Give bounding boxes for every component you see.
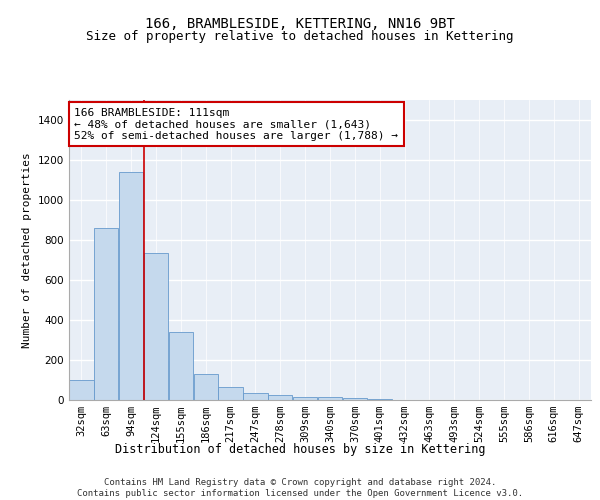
Bar: [218, 387, 243, 400]
Bar: [293, 397, 317, 400]
Bar: [268, 395, 292, 400]
Bar: [169, 332, 193, 400]
Bar: [94, 228, 118, 400]
Text: 166 BRAMBLESIDE: 111sqm
← 48% of detached houses are smaller (1,643)
52% of semi: 166 BRAMBLESIDE: 111sqm ← 48% of detache…: [74, 108, 398, 140]
Y-axis label: Number of detached properties: Number of detached properties: [22, 152, 32, 348]
Text: Contains HM Land Registry data © Crown copyright and database right 2024.
Contai: Contains HM Land Registry data © Crown c…: [77, 478, 523, 498]
Text: Size of property relative to detached houses in Kettering: Size of property relative to detached ho…: [86, 30, 514, 43]
Bar: [119, 172, 143, 400]
Bar: [368, 399, 392, 400]
Text: Distribution of detached houses by size in Kettering: Distribution of detached houses by size …: [115, 442, 485, 456]
Bar: [144, 253, 168, 400]
Bar: [243, 393, 268, 400]
Bar: [194, 374, 218, 400]
Bar: [343, 398, 367, 400]
Bar: [318, 397, 342, 400]
Text: 166, BRAMBLESIDE, KETTERING, NN16 9BT: 166, BRAMBLESIDE, KETTERING, NN16 9BT: [145, 18, 455, 32]
Bar: [69, 380, 94, 400]
